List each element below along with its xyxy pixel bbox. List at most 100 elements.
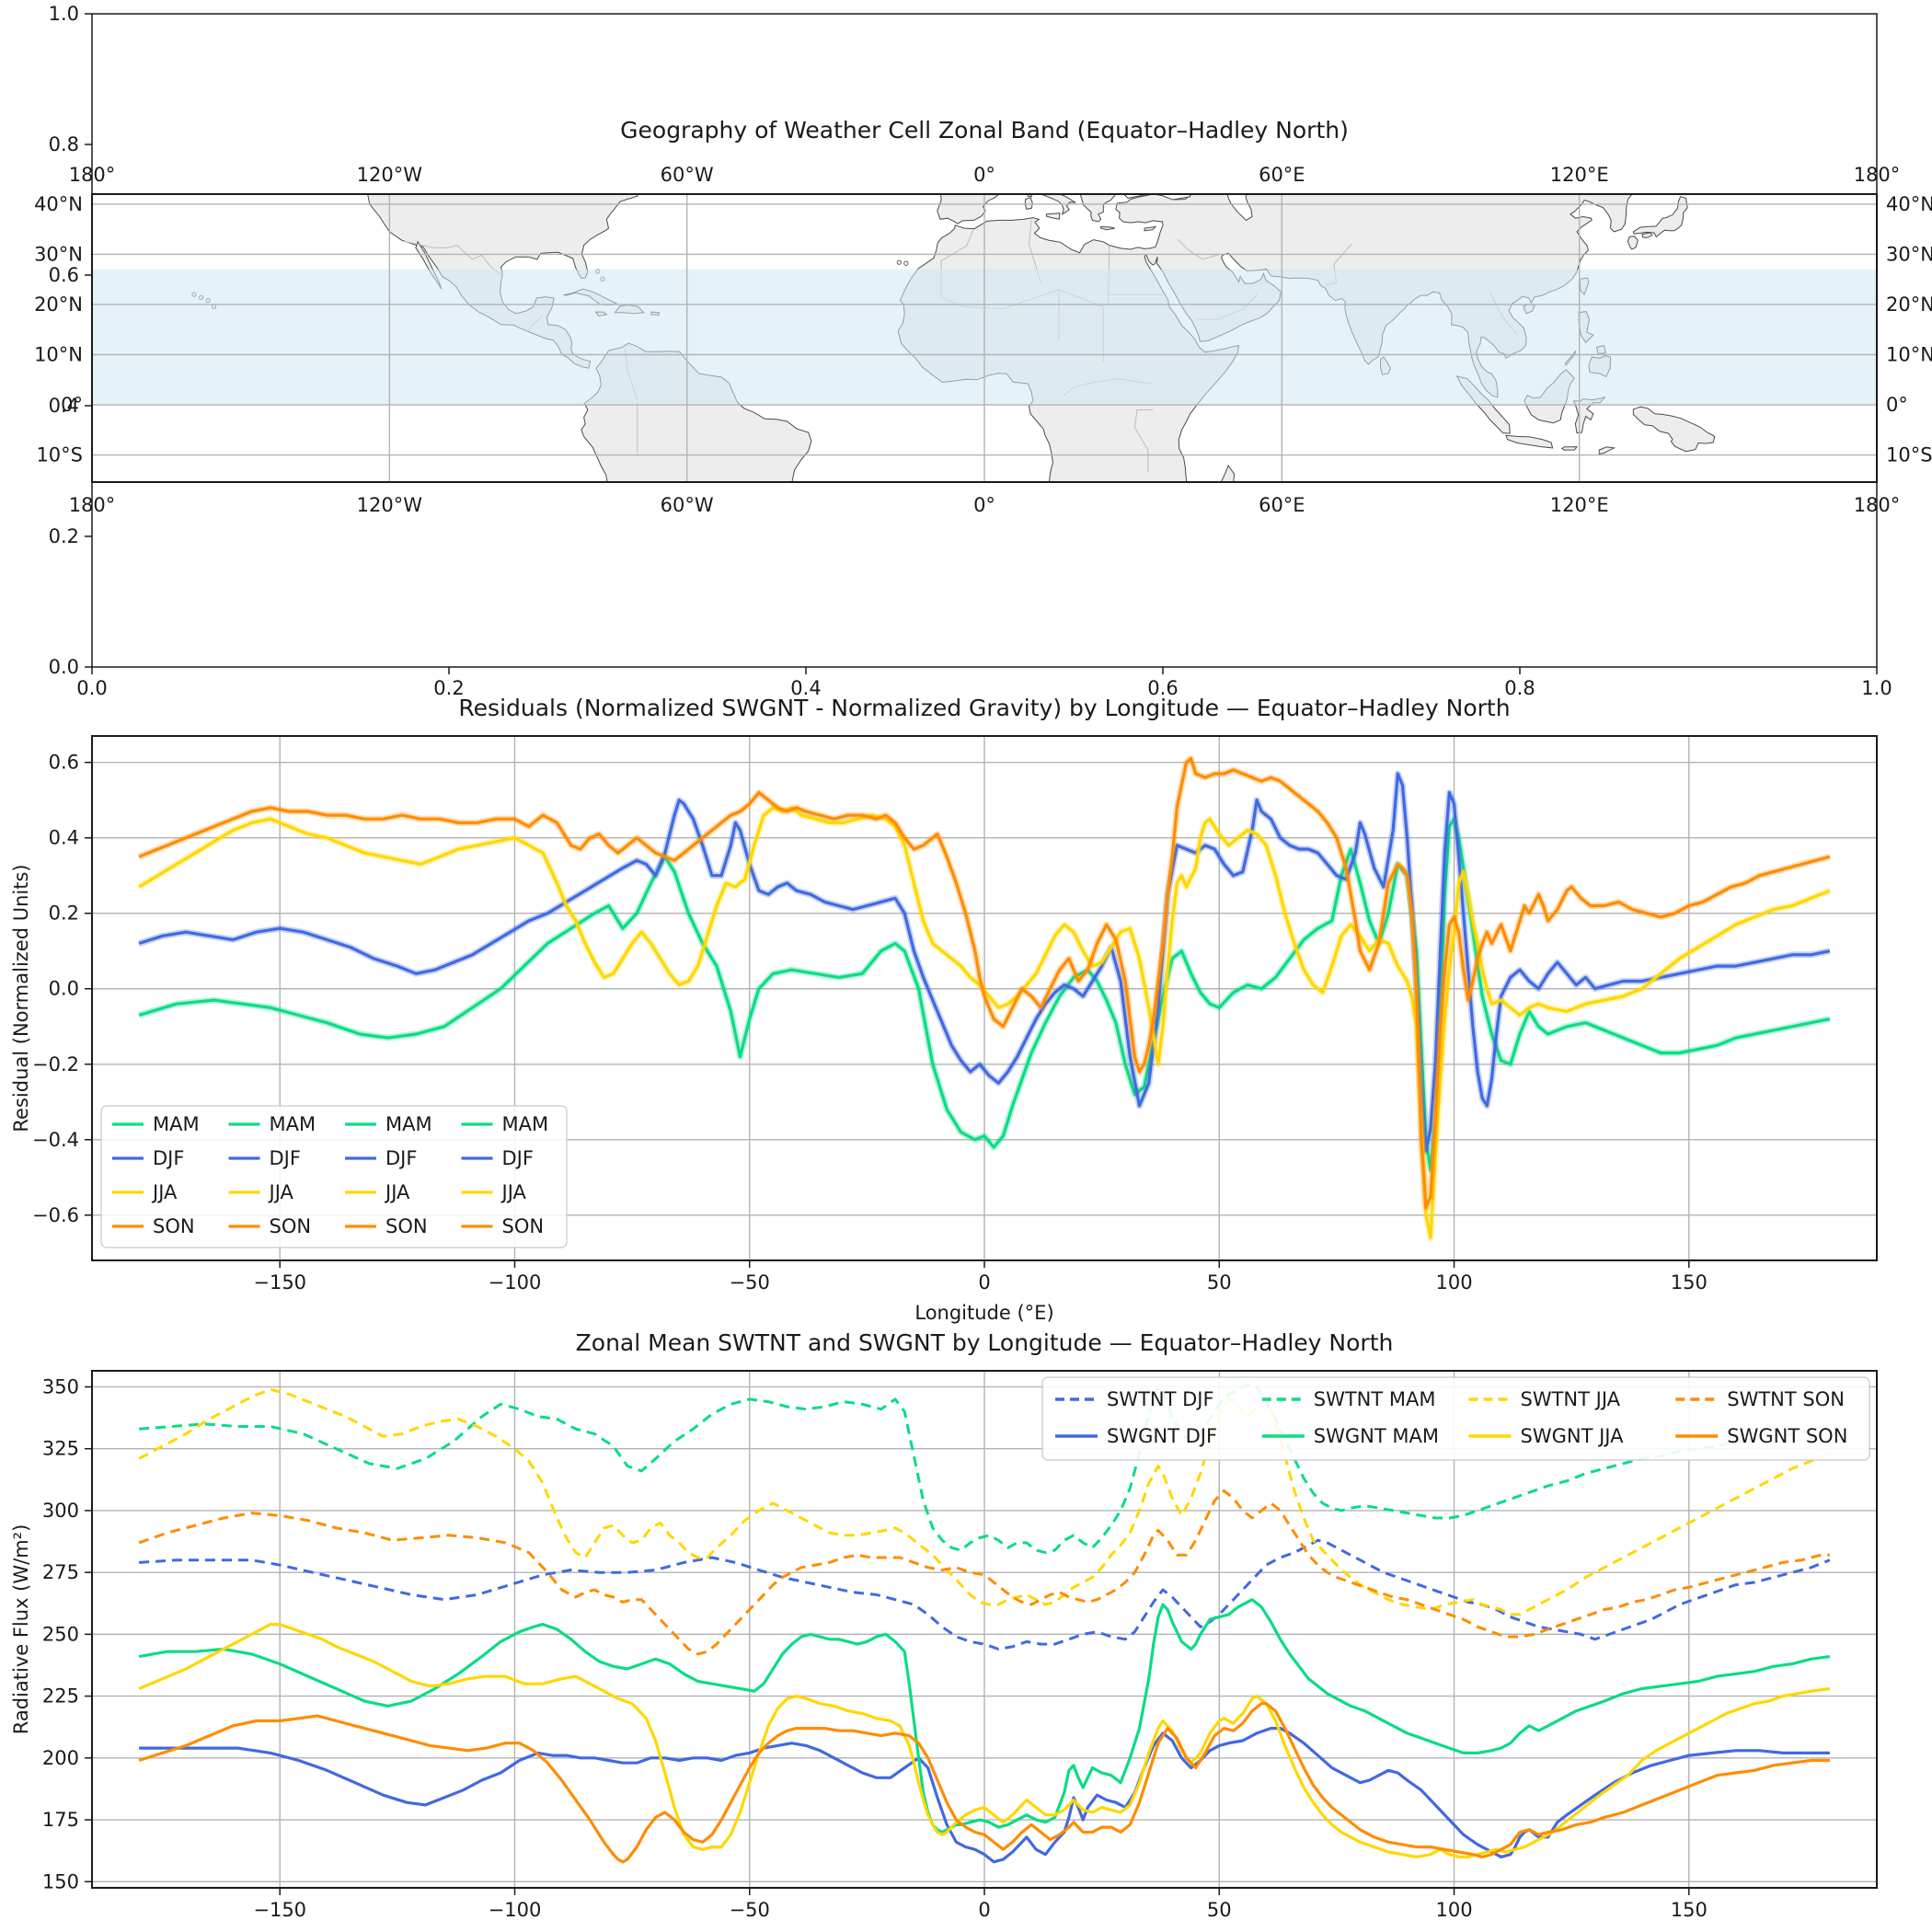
xtick-label: 0 bbox=[978, 1899, 990, 1921]
series-line-SWTNT DJF bbox=[139, 1538, 1831, 1650]
ytick-label: 0.2 bbox=[49, 903, 79, 925]
xtick-label: −50 bbox=[730, 1899, 770, 1921]
series-line-SWTNT SON bbox=[138, 1489, 1830, 1656]
ytick-label: −0.2 bbox=[32, 1053, 79, 1075]
legend-label-JJA: JJA bbox=[151, 1181, 178, 1203]
flux-title: Zonal Mean SWTNT and SWGNT by Longitude … bbox=[576, 1329, 1394, 1356]
map-land bbox=[1505, 434, 1554, 449]
lat-tick-label-left: 40°N bbox=[34, 193, 83, 215]
ytick-label: 150 bbox=[42, 1870, 79, 1892]
ytick-label: 200 bbox=[42, 1747, 79, 1769]
map-land bbox=[1627, 236, 1639, 250]
lon-tick-label-bottom: 180° bbox=[1854, 494, 1901, 516]
map-island bbox=[896, 259, 902, 265]
lon-tick-label-top: 180° bbox=[1854, 164, 1901, 186]
legend-label-SON: SON bbox=[385, 1215, 428, 1237]
map-frame bbox=[91, 193, 1878, 483]
residual-panel: −150 −100 −50 0 50 100 150 0.6 0.4 0.2 0.0 −0.2 −0.4… bbox=[32, 735, 1878, 1294]
outer-xtick-label: 1.0 bbox=[1861, 677, 1892, 699]
residual-title: Residuals (Normalized SWGNT - Normalized… bbox=[458, 695, 1510, 721]
legend-label-JJA: JJA bbox=[268, 1181, 294, 1203]
lon-tick-label-top: 180° bbox=[69, 164, 116, 186]
legend-label-SWTNT-MAM: SWTNT MAM bbox=[1314, 1388, 1436, 1410]
map-lake bbox=[1122, 194, 1191, 201]
lat-tick-label-right: 40°N bbox=[1886, 193, 1932, 215]
xtick-label: 150 bbox=[1671, 1899, 1708, 1921]
residual-ylabel: Residual (Normalized Units) bbox=[10, 864, 32, 1132]
legend-label-DJF: DJF bbox=[270, 1147, 301, 1169]
map-land bbox=[1641, 232, 1653, 238]
lon-tick-label-bottom: 60°W bbox=[661, 494, 714, 516]
ytick-label: −0.6 bbox=[32, 1204, 79, 1226]
map-country-border bbox=[403, 240, 501, 276]
series-line-SWGNT MAM bbox=[138, 1598, 1831, 1834]
flux-legend: SWTNT DJF SWTNT MAM SWTNT JJA SWTNT SON SWGN… bbox=[1041, 1376, 1870, 1461]
series-line-SON bbox=[138, 757, 1831, 1210]
lat-tick-label-left: 20°N bbox=[34, 293, 83, 316]
xtick-label: −100 bbox=[489, 1271, 542, 1294]
legend-label-DJF: DJF bbox=[385, 1147, 417, 1169]
ytick-label: 0.0 bbox=[49, 978, 79, 1000]
xtick-label: 0 bbox=[978, 1271, 990, 1294]
lon-tick-label-top: 0° bbox=[973, 164, 995, 186]
legend-box bbox=[1041, 1376, 1870, 1461]
map-country-border bbox=[1133, 409, 1154, 473]
map-land bbox=[937, 194, 1000, 224]
map-land bbox=[1632, 406, 1716, 453]
map-land bbox=[1100, 225, 1115, 231]
legend-label-DJF: DJF bbox=[153, 1147, 184, 1169]
outer-ytick-label: 0.8 bbox=[49, 133, 79, 155]
legend-label-JJA: JJA bbox=[384, 1181, 410, 1203]
lat-tick-label-left: 10°S bbox=[36, 444, 83, 466]
ytick-label: 300 bbox=[42, 1500, 79, 1522]
outer-ytick-label: 0.4 bbox=[49, 395, 79, 417]
legend-label-SON: SON bbox=[502, 1215, 545, 1237]
xtick-label: −100 bbox=[489, 1899, 542, 1921]
lat-tick-label-right: 10°S bbox=[1886, 444, 1932, 466]
outer-ytick-label: 0.0 bbox=[49, 656, 79, 678]
residual-xlabel: Longitude (°E) bbox=[914, 1302, 1053, 1324]
map-land bbox=[1560, 446, 1579, 451]
lat-tick-label-right: 20°N bbox=[1886, 293, 1932, 316]
map-land bbox=[1079, 194, 1116, 223]
legend-box bbox=[100, 1105, 568, 1248]
series-line-SWGNT JJA bbox=[138, 1623, 1831, 1858]
outer-xtick-label: 0.6 bbox=[1147, 677, 1178, 699]
lat-tick-label-right: 10°N bbox=[1886, 343, 1932, 365]
outer-xtick-label: 0.8 bbox=[1504, 677, 1535, 699]
outer-axes: 0.0 0.2 0.4 0.6 0.8 1.0 0.0 0.2 0.4 0.6 0.8 1.0 bbox=[49, 3, 1892, 699]
outer-xtick-label: 0.0 bbox=[76, 677, 107, 699]
xtick-label: 100 bbox=[1435, 1899, 1472, 1921]
legend-label-SWTNT-JJA: SWTNT JJA bbox=[1521, 1388, 1621, 1410]
legend-label-SWGNT-DJF: SWGNT DJF bbox=[1107, 1425, 1217, 1447]
legend-label-SWGNT-MAM: SWGNT MAM bbox=[1314, 1425, 1439, 1447]
lon-tick-label-bottom: 120°E bbox=[1550, 494, 1609, 516]
flux-panel: −150 −100 −50 0 50 100 150 350 325 300 275 250 225 20… bbox=[42, 1370, 1878, 1921]
lon-tick-label-top: 120°E bbox=[1550, 164, 1609, 186]
xtick-label: −50 bbox=[730, 1271, 770, 1294]
series-line-SWGNT SON bbox=[138, 1702, 1830, 1864]
map-island bbox=[903, 260, 909, 266]
ytick-label: 275 bbox=[42, 1561, 79, 1583]
legend-label-MAM: MAM bbox=[270, 1113, 316, 1135]
series-line-DJF bbox=[138, 772, 1831, 1153]
map-title: Geography of Weather Cell Zonal Band (Eq… bbox=[620, 117, 1349, 144]
map-content bbox=[92, 194, 1877, 482]
map-land bbox=[1045, 213, 1061, 220]
ytick-label: 175 bbox=[42, 1809, 79, 1831]
outer-xtick-label: 0.4 bbox=[790, 677, 821, 699]
lon-tick-label-top: 120°W bbox=[357, 164, 423, 186]
outer-ytick-label: 1.0 bbox=[49, 3, 79, 25]
xtick-label: −150 bbox=[253, 1899, 306, 1921]
map-land bbox=[1598, 446, 1616, 455]
xtick-label: 50 bbox=[1207, 1899, 1232, 1921]
xtick-label: −150 bbox=[253, 1271, 306, 1294]
series-line-MAM bbox=[138, 817, 1831, 1172]
legend-label-SWTNT-DJF: SWTNT DJF bbox=[1107, 1388, 1214, 1410]
lon-tick-label-top: 60°W bbox=[661, 164, 714, 186]
ytick-label: 0.6 bbox=[49, 752, 79, 774]
series-line-JJA bbox=[138, 806, 1831, 1239]
series-line-SWTNT JJA bbox=[138, 1387, 1831, 1616]
legend-label-MAM: MAM bbox=[502, 1113, 549, 1135]
